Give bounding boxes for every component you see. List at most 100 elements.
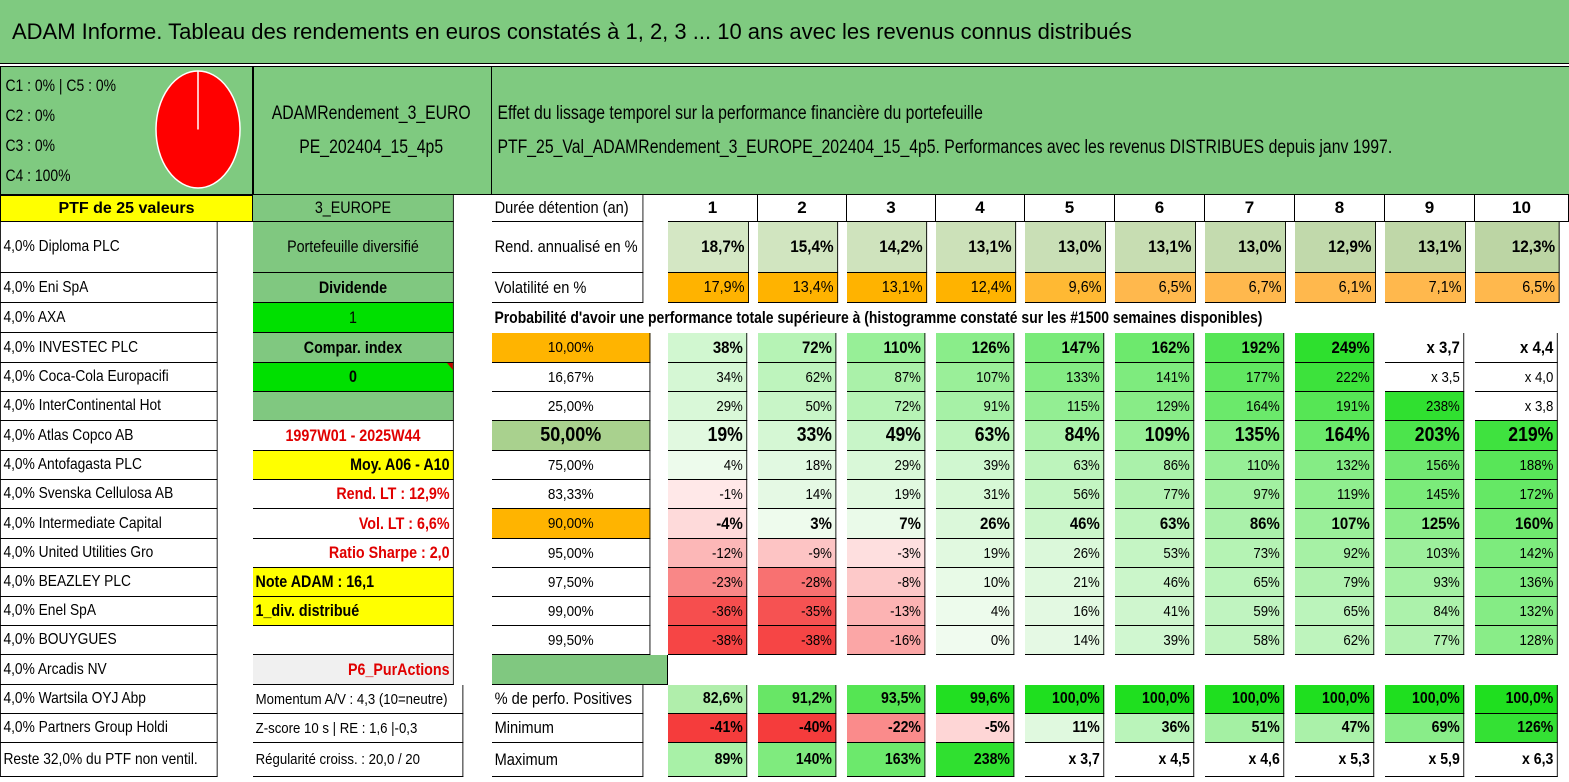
probability-value: 29%: [668, 392, 748, 421]
probability-value: 62%: [758, 363, 837, 392]
code-panel: [253, 66, 492, 195]
probability-value: -4%: [668, 509, 748, 539]
annualized-return-value: 13,1%: [936, 222, 1017, 273]
probability-value: x 3,7: [1385, 333, 1465, 363]
year-header: 2: [758, 195, 847, 222]
probability-value: -8%: [847, 568, 926, 597]
empty-cell: [492, 655, 668, 685]
long-term-return: Rend. LT : 12,9%: [253, 480, 454, 509]
probability-value: 49%: [847, 421, 926, 451]
probability-value: 97%: [1205, 480, 1285, 509]
probability-value: 10%: [936, 568, 1015, 597]
maximum-value: x 6,3: [1475, 743, 1558, 777]
holding-row: 4,0% Coca-Cola Europacifi: [0, 363, 218, 392]
positive-perf-value: 100,0%: [1025, 685, 1105, 714]
maximum-value: x 4,5: [1115, 743, 1195, 777]
probability-value: 107%: [1295, 509, 1375, 539]
probability-value: 33%: [758, 421, 837, 451]
holding-row: 4,0% United Utilities Gro: [0, 539, 218, 568]
probability-value: 4%: [936, 597, 1015, 626]
volatility-value: 12,4%: [936, 273, 1017, 303]
probability-value: 38%: [668, 333, 748, 363]
effect-subtitle: PTF_25_Val_ADAMRendement_3_EUROPE_202404…: [497, 137, 1393, 158]
probability-value: 73%: [1205, 539, 1285, 568]
probability-value: 3%: [758, 509, 837, 539]
probability-value: 19%: [668, 421, 748, 451]
probability-value: 147%: [1025, 333, 1105, 363]
minimum-value: 51%: [1205, 714, 1285, 743]
probability-value: 136%: [1475, 568, 1558, 597]
year-header: 1: [668, 195, 758, 222]
probability-value: x 4,4: [1475, 333, 1558, 363]
probability-threshold: 99,50%: [492, 626, 651, 655]
volatility-value: 6,5%: [1475, 273, 1560, 303]
probability-value: 34%: [668, 363, 748, 392]
probability-value: 84%: [1025, 421, 1105, 451]
probability-value: 56%: [1025, 480, 1105, 509]
maximum-value: x 5,9: [1385, 743, 1465, 777]
holding-row: 4,0% InterContinental Hot: [0, 392, 218, 421]
year-header: 8: [1295, 195, 1385, 222]
probability-threshold: 10,00%: [492, 333, 651, 363]
holding-duration-label: Durée détention (an): [492, 195, 644, 222]
holding-row: 4,0% Wartsila OYJ Abp: [0, 685, 218, 714]
probability-value: 72%: [847, 392, 926, 421]
portfolio-type: Portefeuille diversifié: [253, 222, 454, 273]
maximum-label: Maximum: [492, 743, 644, 777]
probability-value: 177%: [1205, 363, 1285, 392]
effect-title: Effet du lissage temporel sur la perform…: [497, 103, 983, 124]
probability-value: 14%: [758, 480, 837, 509]
probability-value: -1%: [668, 480, 748, 509]
sharpe-ratio: Ratio Sharpe : 2,0: [253, 539, 454, 568]
probability-value: 39%: [1115, 626, 1195, 655]
ptf-label: PTF de 25 valeurs: [0, 195, 253, 222]
probability-value: -38%: [758, 626, 837, 655]
holding-row: 4,0% Enel SpA: [0, 597, 218, 626]
probability-value: 14%: [1025, 626, 1105, 655]
dividend-distribution: 1_div. distribué: [253, 597, 454, 626]
probability-value: -28%: [758, 568, 837, 597]
holding-row: 4,0% Atlas Copco AB: [0, 421, 218, 451]
probability-value: -3%: [847, 539, 926, 568]
compar-index-value: 0: [253, 363, 454, 392]
probability-value: 222%: [1295, 363, 1375, 392]
probability-threshold: 75,00%: [492, 451, 651, 480]
holding-row: 4,0% BEAZLEY PLC: [0, 568, 218, 597]
probability-value: 65%: [1205, 568, 1285, 597]
volatility-value: 17,9%: [668, 273, 749, 303]
allocation-pie-chart: [155, 70, 241, 189]
positive-perf-value: 100,0%: [1205, 685, 1285, 714]
holding-row: 4,0% Antofagasta PLC: [0, 451, 218, 480]
probability-value: 21%: [1025, 568, 1105, 597]
empty-cell: [253, 392, 454, 421]
probability-value: 46%: [1115, 568, 1195, 597]
probability-value: 62%: [1295, 626, 1375, 655]
probability-value: 203%: [1385, 421, 1465, 451]
probability-value: 164%: [1205, 392, 1285, 421]
probability-value: 135%: [1205, 421, 1285, 451]
probability-value: 84%: [1385, 597, 1465, 626]
probability-value: 26%: [1025, 539, 1105, 568]
probability-value: 63%: [936, 421, 1015, 451]
positive-perf-value: 99,6%: [936, 685, 1015, 714]
minimum-value: -22%: [847, 714, 926, 743]
year-header: 5: [1025, 195, 1115, 222]
pie-legend-2: C2 : 0%: [5, 106, 56, 125]
average-range: Moy. A06 - A10: [253, 451, 454, 480]
probability-threshold: 83,33%: [492, 480, 651, 509]
probability-value: 86%: [1115, 451, 1195, 480]
probability-value: 133%: [1025, 363, 1105, 392]
holding-row: Reste 32,0% du PTF non ventil.: [0, 743, 218, 777]
probability-value: 87%: [847, 363, 926, 392]
probability-value: 172%: [1475, 480, 1558, 509]
positive-perf-value: 100,0%: [1115, 685, 1195, 714]
positive-perf-value: 100,0%: [1295, 685, 1375, 714]
annualized-return-value: 12,3%: [1475, 222, 1560, 273]
dividend-value: 1: [253, 303, 454, 333]
annualized-return-value: 13,0%: [1025, 222, 1106, 273]
annualized-return-value: 13,0%: [1205, 222, 1286, 273]
long-term-volatility: Vol. LT : 6,6%: [253, 509, 454, 539]
maximum-value: x 3,7: [1025, 743, 1105, 777]
holding-row: 4,0% Svenska Cellulosa AB: [0, 480, 218, 509]
